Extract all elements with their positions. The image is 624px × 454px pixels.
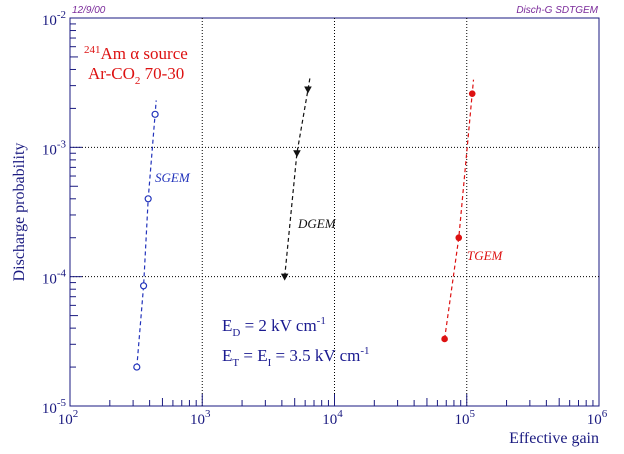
data-point-sgem (139, 282, 148, 290)
y-tick-label: 10-4 (42, 268, 67, 288)
data-point-tgem (468, 90, 476, 97)
data-point-sgem (151, 110, 159, 118)
axis-ticks (69, 17, 600, 407)
y-tick-label: 10-5 (42, 397, 67, 417)
x-tick-label: 102 (58, 408, 79, 428)
series-line-sgem (136, 100, 157, 368)
data-point-dgem (280, 273, 289, 281)
x-tick-label: 106 (587, 408, 608, 428)
annotation-ed: ED = 2 kV cm-1 (222, 315, 326, 339)
x-tick-label: 103 (190, 408, 211, 428)
data-point-tgem (441, 335, 448, 343)
series-line-tgem (444, 79, 475, 339)
header-date: 12/9/00 (72, 5, 106, 16)
header-tag: Disch-G SDTGEM (516, 5, 598, 16)
data-point-sgem (133, 363, 141, 371)
series-label-tgem: TGEM (467, 248, 504, 263)
series-line-dgem (284, 75, 311, 277)
x-axis-title: Effective gain (509, 430, 599, 447)
data-point-dgem (304, 86, 312, 94)
data-point-dgem (293, 150, 301, 158)
annotation-source: 241Am α source (84, 44, 188, 63)
annotation-et: ET = EI = 3.5 kV cm-1 (222, 345, 370, 369)
series-label-dgem: DGEM (297, 216, 337, 231)
y-tick-label: 10-2 (42, 9, 66, 29)
x-tick-label: 105 (455, 408, 476, 428)
tick-labels: 102 103 104 105 106 10-5 10-4 10-3 10-2 (42, 9, 608, 428)
series (133, 75, 476, 371)
series-label-sgem: SGEM (155, 170, 191, 185)
y-axis-title: Discharge probability (11, 143, 28, 282)
y-tick-label: 10-3 (42, 138, 67, 158)
annotation-gas: Ar-CO2 70-30 (88, 64, 184, 87)
data-point-sgem (144, 195, 152, 203)
grid (70, 18, 599, 406)
x-tick-label: 104 (322, 408, 343, 428)
data-point-tgem (455, 234, 463, 242)
